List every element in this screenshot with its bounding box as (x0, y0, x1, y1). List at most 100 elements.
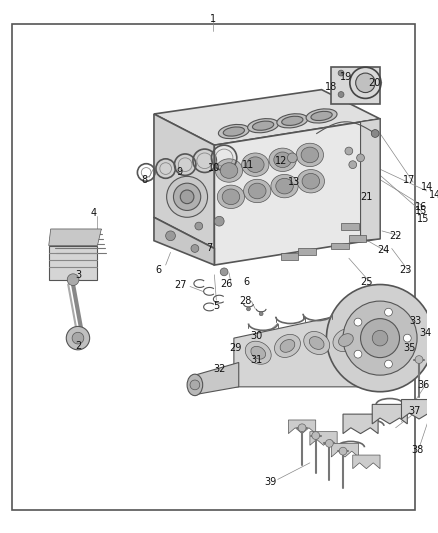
Circle shape (372, 330, 388, 346)
Ellipse shape (297, 169, 325, 193)
Polygon shape (331, 67, 380, 104)
Text: 34: 34 (420, 328, 432, 338)
Ellipse shape (247, 119, 279, 133)
Circle shape (338, 70, 344, 76)
Ellipse shape (247, 157, 264, 173)
Circle shape (166, 231, 175, 241)
Text: 29: 29 (230, 343, 242, 353)
Text: 21: 21 (360, 192, 373, 202)
Ellipse shape (244, 179, 271, 203)
Text: 12: 12 (275, 156, 287, 166)
Ellipse shape (222, 189, 240, 205)
Ellipse shape (274, 152, 291, 167)
Circle shape (357, 154, 364, 161)
Circle shape (339, 447, 347, 455)
Text: 14: 14 (420, 182, 433, 192)
Polygon shape (310, 432, 337, 445)
Text: 20: 20 (368, 78, 380, 88)
Circle shape (385, 360, 392, 368)
Text: 13: 13 (288, 177, 300, 187)
Ellipse shape (217, 185, 244, 208)
Text: 22: 22 (389, 231, 402, 241)
Text: 9: 9 (176, 167, 182, 177)
Ellipse shape (248, 183, 266, 199)
Ellipse shape (302, 173, 320, 189)
Bar (281, 253, 298, 260)
Text: 3: 3 (75, 270, 81, 280)
Text: 10: 10 (208, 163, 220, 173)
Circle shape (191, 245, 199, 252)
Bar (349, 235, 367, 241)
Ellipse shape (309, 337, 324, 350)
Circle shape (326, 285, 434, 392)
Circle shape (259, 312, 263, 316)
Ellipse shape (242, 153, 269, 176)
Ellipse shape (187, 374, 203, 395)
Text: 27: 27 (174, 279, 187, 289)
Circle shape (385, 308, 392, 316)
Ellipse shape (275, 334, 300, 358)
Ellipse shape (301, 147, 319, 163)
Ellipse shape (362, 332, 388, 354)
Ellipse shape (306, 109, 337, 123)
Polygon shape (343, 414, 378, 434)
Polygon shape (154, 217, 214, 265)
Ellipse shape (251, 346, 265, 359)
Polygon shape (154, 114, 214, 248)
Text: 6: 6 (244, 277, 250, 287)
Circle shape (343, 301, 417, 375)
Ellipse shape (282, 116, 303, 125)
Text: 32: 32 (213, 364, 226, 374)
Circle shape (356, 73, 375, 93)
Polygon shape (49, 246, 97, 280)
Text: 17: 17 (403, 175, 416, 185)
Ellipse shape (173, 183, 201, 211)
Bar (331, 243, 349, 249)
Circle shape (345, 147, 353, 155)
Text: 37: 37 (408, 406, 420, 416)
Text: 16: 16 (415, 201, 427, 212)
Ellipse shape (280, 340, 295, 352)
Ellipse shape (368, 337, 382, 350)
Ellipse shape (223, 127, 244, 136)
Circle shape (354, 350, 362, 358)
Circle shape (67, 274, 79, 286)
Polygon shape (234, 309, 409, 387)
Circle shape (415, 356, 423, 364)
Ellipse shape (269, 148, 296, 172)
Text: 18: 18 (325, 82, 337, 92)
Circle shape (338, 92, 344, 98)
Circle shape (371, 130, 379, 138)
Polygon shape (331, 443, 359, 457)
Text: 19: 19 (340, 72, 352, 82)
Circle shape (403, 334, 411, 342)
Ellipse shape (271, 174, 298, 198)
Text: 39: 39 (265, 478, 277, 487)
Text: 4: 4 (91, 208, 97, 219)
Ellipse shape (276, 179, 293, 194)
Circle shape (312, 432, 320, 440)
Text: 15: 15 (415, 206, 427, 216)
Polygon shape (49, 229, 101, 246)
Text: 30: 30 (250, 331, 262, 341)
Bar (298, 248, 316, 255)
Ellipse shape (219, 124, 249, 139)
Circle shape (325, 440, 333, 447)
Text: 23: 23 (399, 265, 412, 275)
Text: 15: 15 (417, 214, 429, 224)
Circle shape (220, 268, 228, 276)
Text: 28: 28 (240, 296, 252, 306)
Circle shape (247, 307, 251, 311)
Ellipse shape (220, 163, 238, 179)
Polygon shape (289, 420, 316, 434)
Text: 31: 31 (250, 354, 262, 365)
Text: 33: 33 (409, 316, 421, 326)
Text: 36: 36 (418, 380, 430, 390)
Ellipse shape (252, 121, 274, 130)
Text: 5: 5 (213, 301, 219, 311)
Text: 7: 7 (206, 244, 212, 254)
Circle shape (349, 161, 357, 168)
Circle shape (195, 222, 203, 230)
Bar (341, 223, 359, 230)
Text: 6: 6 (156, 265, 162, 275)
